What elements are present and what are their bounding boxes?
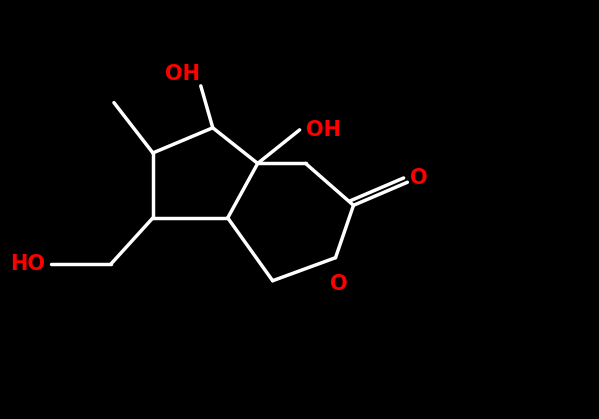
Text: O: O	[329, 274, 347, 295]
Text: O: O	[410, 168, 428, 188]
Text: OH: OH	[305, 120, 341, 140]
Text: OH: OH	[165, 64, 200, 84]
Text: HO: HO	[10, 254, 45, 274]
